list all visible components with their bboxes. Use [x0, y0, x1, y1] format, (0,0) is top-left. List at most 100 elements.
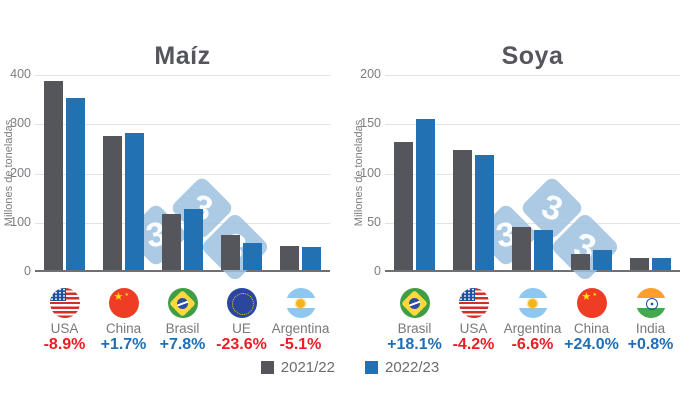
legend-item-2021-22: 2021/22 [260, 359, 335, 376]
gridline-400 [35, 75, 330, 76]
bar-2021-22-usa [44, 81, 63, 270]
bar-group-argentina [271, 75, 330, 270]
bar-2022-23-ue [243, 243, 262, 270]
chart-title-soya: Soya [501, 42, 564, 70]
bar-group-usa [35, 75, 94, 270]
country-name: UE [232, 321, 251, 336]
change-percentage: -6.6% [511, 336, 554, 354]
country-name: Brasil [397, 321, 432, 336]
india-flag-icon [635, 288, 666, 318]
bar-2022-23-india [652, 258, 671, 270]
country-column-ue: UE -23.6% [212, 288, 271, 355]
gridline-100 [385, 173, 680, 175]
china-flag-icon [108, 288, 139, 318]
bar-2022-23-usa [475, 154, 494, 270]
usa-flag-icon [458, 288, 489, 318]
bar-2021-22-brasil [162, 213, 181, 270]
bar-group-ue [212, 75, 271, 270]
bar-groups [35, 75, 330, 270]
bar-2021-22-brasil [394, 142, 413, 270]
y-tick-label: 100 [360, 165, 381, 180]
y-tick-label: 150 [360, 116, 381, 131]
bar-2021-22-ue [221, 235, 240, 270]
bar-group-argentina [503, 75, 562, 270]
change-percentage: +7.8% [159, 336, 206, 354]
gridline-200 [35, 173, 330, 175]
legend-label-2021-22: 2021/22 [280, 359, 335, 376]
bar-2022-23-brasil [416, 119, 435, 270]
country-column-argentina: Argentina -5.1% [271, 288, 330, 355]
bar-group-india [621, 75, 680, 270]
bar-2022-23-brasil [184, 209, 203, 270]
ue-flag-icon [226, 288, 257, 318]
bar-2021-22-china [103, 135, 122, 270]
y-tick-label: 50 [367, 214, 381, 229]
bar-2021-22-china [571, 253, 590, 270]
change-percentage: -5.1% [279, 336, 322, 354]
y-tick-label: 100 [10, 214, 31, 229]
china-flag-icon [576, 288, 607, 318]
plot-area-maiz: 333 [35, 75, 330, 283]
country-column-usa: USA -4.2% [444, 288, 503, 355]
country-column-argentina: Argentina -6.6% [503, 288, 562, 355]
gridline-150 [385, 124, 680, 126]
gridline-300 [35, 124, 330, 126]
bar-group-usa [444, 75, 503, 270]
change-percentage: +1.7% [100, 336, 147, 354]
bar-group-brasil [153, 75, 212, 270]
change-percentage: +18.1% [387, 336, 442, 354]
y-tick-label: 200 [360, 67, 381, 81]
bar-2022-23-china [125, 133, 144, 270]
country-name: India [635, 321, 666, 336]
argentina-flag-icon [285, 288, 316, 318]
bar-groups [385, 75, 680, 270]
legend-swatch-2022-23 [365, 361, 378, 374]
brasil-flag-icon [167, 288, 198, 318]
chart-title-maiz: Maíz [154, 42, 211, 70]
y-tick-label: 200 [10, 165, 31, 180]
change-percentage: +0.8% [627, 336, 674, 354]
country-name: Brasil [165, 321, 200, 336]
bar-group-brasil [385, 75, 444, 270]
brasil-flag-icon [399, 288, 430, 318]
bar-2022-23-argentina [302, 246, 321, 270]
bar-2021-22-usa [453, 149, 472, 270]
country-name: Argentina [271, 321, 330, 336]
country-name: Argentina [503, 321, 562, 336]
bar-2021-22-argentina [280, 245, 299, 270]
bar-2022-23-usa [66, 98, 85, 270]
country-labels-soya: Brasil+18.1%USA-4.2%Argentina-6.6%China+… [385, 288, 680, 355]
country-column-china: China+24.0% [562, 288, 621, 355]
country-column-usa: USA -8.9% [35, 288, 94, 355]
legend: 2021/22 2022/23 [0, 359, 700, 376]
argentina-flag-icon [517, 288, 548, 318]
country-name: China [105, 321, 142, 336]
bar-2021-22-india [630, 258, 649, 270]
country-labels-maiz: USA-8.9%China+1.7%Brasil+7.8%UE-23.6%Arg… [35, 288, 330, 355]
country-column-india: India +0.8% [621, 288, 680, 355]
usa-flag-icon [49, 288, 80, 318]
y-tick-label: 400 [10, 67, 31, 81]
legend-swatch-2021-22 [260, 361, 274, 374]
country-column-brasil: Brasil +7.8% [153, 288, 212, 355]
country-name: China [573, 321, 610, 336]
country-name: USA [459, 321, 488, 336]
change-percentage: -23.6% [216, 336, 267, 354]
bar-2022-23-argentina [534, 229, 553, 270]
bar-group-china [94, 75, 153, 270]
legend-label-2022-23: 2022/23 [385, 359, 440, 376]
country-name: USA [50, 321, 79, 336]
y-tick-label: 0 [24, 264, 31, 278]
country-column-brasil: Brasil +18.1% [385, 288, 444, 355]
bar-2021-22-argentina [512, 226, 531, 270]
country-column-china: China+1.7% [94, 288, 153, 355]
legend-item-2022-23: 2022/23 [365, 359, 439, 376]
change-percentage: -8.9% [43, 336, 86, 354]
change-percentage: +24.0% [564, 336, 619, 354]
change-percentage: -4.2% [452, 336, 495, 354]
y-tick-label: 0 [374, 264, 381, 278]
gridline-200 [385, 75, 680, 76]
